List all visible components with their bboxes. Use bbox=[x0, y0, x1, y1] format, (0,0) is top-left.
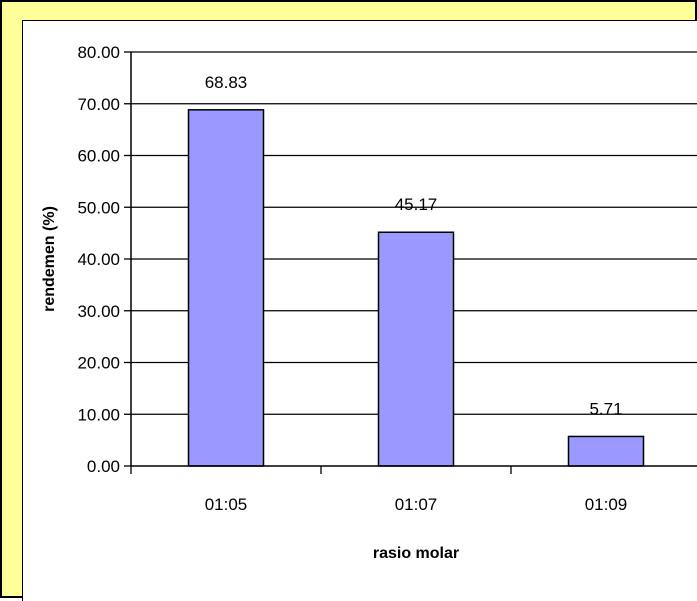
y-tick-label: 80.00 bbox=[77, 43, 120, 62]
axes bbox=[124, 51, 697, 474]
y-axis-title: rendemen (%) bbox=[41, 206, 58, 312]
x-tick-label: 01:05 bbox=[205, 495, 248, 514]
bars bbox=[187, 109, 645, 467]
y-tick-label: 0.00 bbox=[87, 457, 120, 476]
y-tick-label: 20.00 bbox=[77, 354, 120, 373]
y-tick-label: 30.00 bbox=[77, 302, 120, 321]
labels: 0.00 10.00 20.00 30.00 40.00 50.00 60.00 70.00 8… bbox=[77, 43, 627, 514]
y-tick-label: 40.00 bbox=[77, 250, 120, 269]
y-tick-label: 70.00 bbox=[77, 95, 120, 114]
data-label: 68.83 bbox=[205, 73, 248, 92]
x-axis-title: rasio molar bbox=[373, 545, 459, 562]
data-label: 5.71 bbox=[589, 399, 622, 418]
data-label: 45.17 bbox=[395, 195, 438, 214]
x-tick-label: 01:09 bbox=[585, 495, 628, 514]
bar bbox=[187, 109, 265, 467]
y-tick-label: 10.00 bbox=[77, 405, 120, 424]
y-tick-label: 50.00 bbox=[77, 198, 120, 217]
x-tick-label: 01:07 bbox=[395, 495, 438, 514]
bar bbox=[567, 435, 645, 467]
bar bbox=[377, 231, 455, 467]
y-tick-label: 60.00 bbox=[77, 147, 120, 166]
